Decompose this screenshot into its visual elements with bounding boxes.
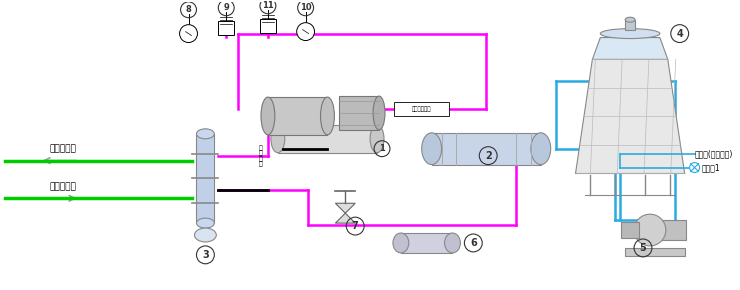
Text: 4: 4 <box>676 29 683 39</box>
Bar <box>278 125 377 153</box>
Circle shape <box>297 23 314 41</box>
Bar <box>268 97 327 135</box>
Ellipse shape <box>196 129 215 139</box>
Text: 排污阀1: 排污阀1 <box>702 163 720 172</box>
Bar <box>394 102 449 116</box>
Ellipse shape <box>320 97 334 135</box>
Ellipse shape <box>531 133 551 164</box>
Ellipse shape <box>393 233 408 253</box>
Text: 1: 1 <box>379 144 385 153</box>
Text: 8: 8 <box>186 5 192 14</box>
Ellipse shape <box>422 133 442 164</box>
Bar <box>196 134 215 223</box>
Ellipse shape <box>196 218 215 228</box>
Text: 2: 2 <box>485 151 491 161</box>
Bar <box>401 233 452 253</box>
Bar <box>625 20 635 30</box>
Text: 9: 9 <box>223 3 229 12</box>
Ellipse shape <box>600 29 660 39</box>
Bar <box>340 96 379 130</box>
Text: 载冷剂出口: 载冷剂出口 <box>50 145 76 154</box>
Text: 10: 10 <box>300 3 312 12</box>
Circle shape <box>180 25 198 43</box>
Text: 3: 3 <box>202 250 209 260</box>
Ellipse shape <box>195 228 216 242</box>
Bar <box>658 220 686 240</box>
Ellipse shape <box>445 233 460 253</box>
Ellipse shape <box>370 125 384 153</box>
Ellipse shape <box>271 125 285 153</box>
Bar <box>621 222 639 238</box>
Text: 11: 11 <box>262 1 274 10</box>
Ellipse shape <box>625 17 635 22</box>
Circle shape <box>634 214 666 246</box>
Circle shape <box>690 163 699 173</box>
Text: 载冷剂流入: 载冷剂流入 <box>50 182 76 191</box>
Polygon shape <box>335 213 355 223</box>
Polygon shape <box>593 37 667 59</box>
Ellipse shape <box>373 96 385 130</box>
Bar <box>218 21 234 35</box>
Text: 5: 5 <box>639 243 646 253</box>
Text: 低
压
吸
气: 低 压 吸 气 <box>259 146 263 167</box>
Ellipse shape <box>261 97 275 135</box>
Bar <box>625 248 684 256</box>
Polygon shape <box>335 203 355 213</box>
Bar <box>260 19 276 32</box>
Bar <box>431 133 541 164</box>
Text: 补水口(浮球控制): 补水口(浮球控制) <box>695 149 733 158</box>
Text: 7: 7 <box>352 221 359 231</box>
Text: 高压排气液阀: 高压排气液阀 <box>412 106 431 112</box>
Polygon shape <box>576 59 684 173</box>
Text: 6: 6 <box>470 238 477 248</box>
